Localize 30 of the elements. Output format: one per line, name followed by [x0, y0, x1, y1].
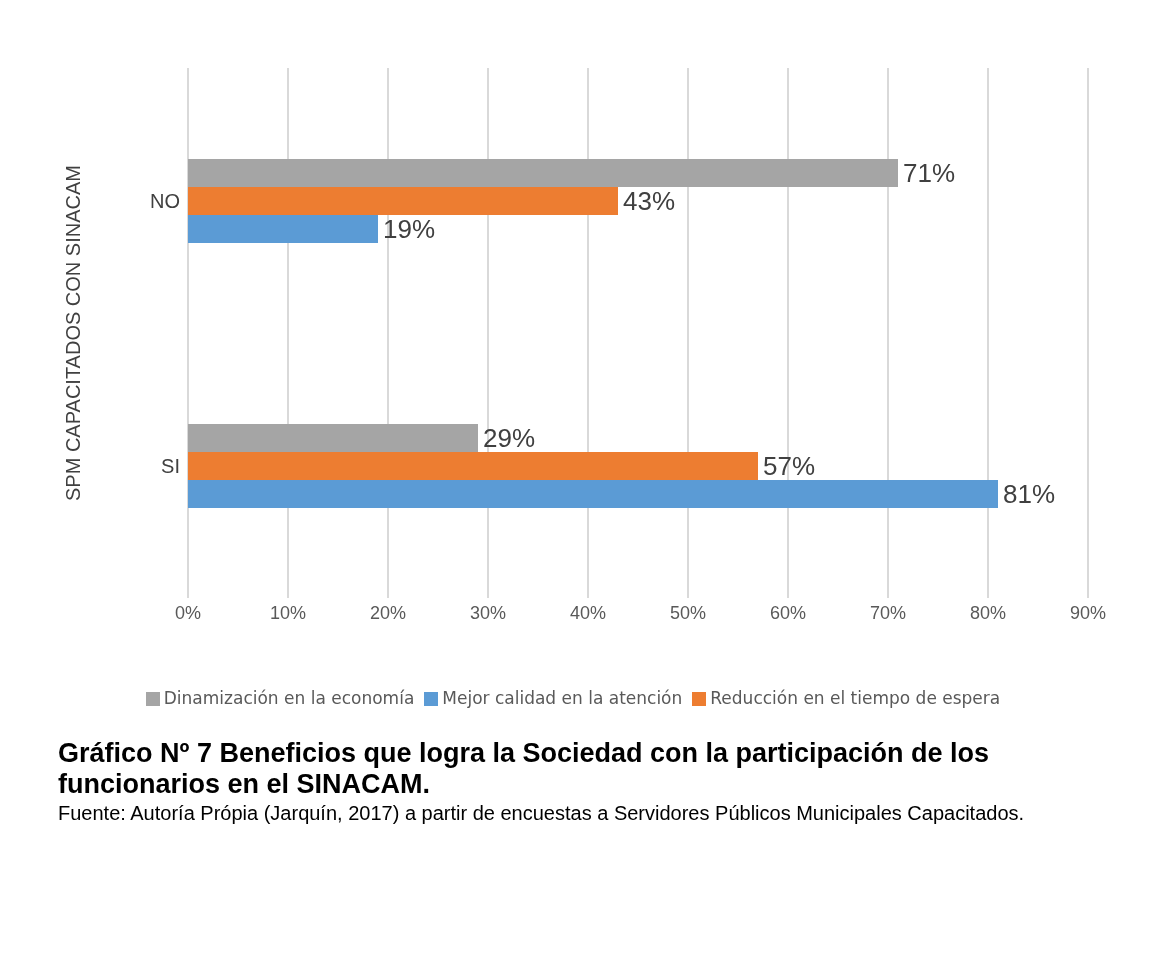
bar [188, 480, 998, 508]
source-note: Fuente: Autoría Própia (Jarquín, 2017) a partir de encuestas a Servidores Públicos Municipales Capacitados. [57, 801, 1026, 825]
data-label: 81% [1003, 479, 1056, 510]
bar [188, 424, 478, 452]
bar [188, 452, 758, 480]
data-label: 57% [763, 451, 816, 482]
x-tick-label: 60% [769, 602, 807, 623]
x-tick-label: 70% [869, 602, 907, 623]
x-tick-label: 30% [469, 602, 507, 623]
legend-label: Reducción en el tiempo de espera [710, 688, 1001, 708]
data-label: 71% [903, 158, 956, 189]
x-tick-label: 40% [569, 602, 607, 623]
x-tick-label: 0% [174, 602, 202, 623]
x-tick-label: 10% [269, 602, 307, 623]
y-tick-label: SI [161, 454, 180, 477]
y-tick-label: NO [150, 189, 180, 212]
data-label: 29% [483, 423, 536, 454]
data-label: 43% [623, 186, 676, 217]
bar [188, 215, 378, 243]
x-tick-label: 90% [1069, 602, 1107, 623]
legend-label: Mejor calidad en la atención [442, 688, 683, 708]
y-axis-title: SPM CAPACITADOS CON SINACAM [62, 165, 85, 501]
bar [188, 159, 898, 187]
x-tick-label: 50% [669, 602, 707, 623]
data-label: 19% [383, 214, 436, 245]
bar [188, 187, 618, 215]
x-tick-label: 20% [369, 602, 407, 623]
x-tick-label: 80% [969, 602, 1007, 623]
legend-label: Dinamización en la economía [163, 688, 415, 708]
text: Gráfico Nº 7 Beneficios que logra la Sociedad con la participación de los funcionarios en el SINACAM. [57, 737, 991, 800]
